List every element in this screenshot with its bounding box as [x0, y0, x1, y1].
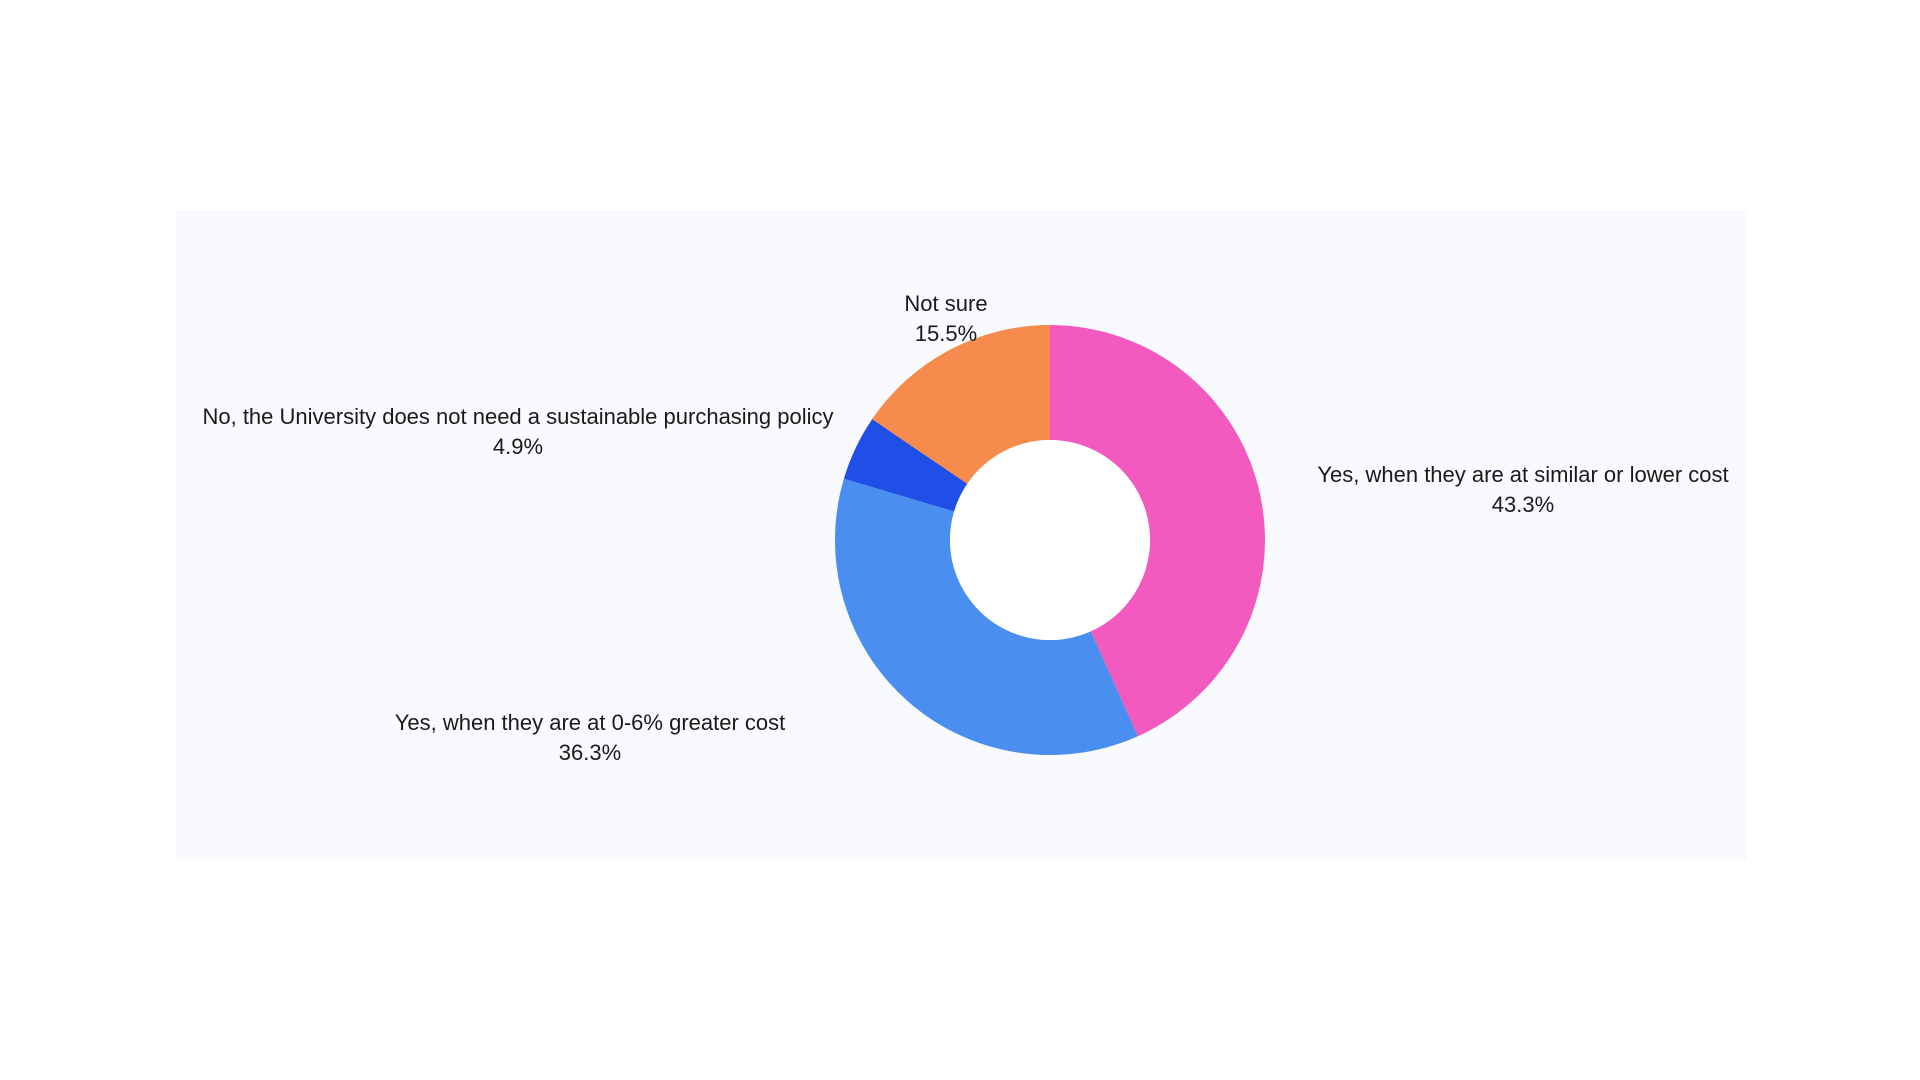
slice-label-0: Yes, when they are at similar or lower c… — [1317, 460, 1728, 519]
donut-hole — [950, 440, 1150, 640]
slice-label-0-pct: 43.3% — [1317, 490, 1728, 520]
slice-label-2-pct: 4.9% — [202, 432, 833, 462]
slice-label-1-text: Yes, when they are at 0-6% greater cost — [395, 708, 786, 738]
slice-label-2: No, the University does not need a susta… — [202, 402, 833, 461]
slice-label-3: Not sure 15.5% — [904, 289, 987, 348]
donut-chart — [0, 0, 1920, 1080]
donut-chart-container — [0, 0, 1920, 1080]
slice-label-3-text: Not sure — [904, 289, 987, 319]
slice-label-1: Yes, when they are at 0-6% greater cost … — [395, 708, 786, 767]
slice-label-2-text: No, the University does not need a susta… — [202, 402, 833, 432]
slice-label-3-pct: 15.5% — [904, 319, 987, 349]
slice-label-1-pct: 36.3% — [395, 738, 786, 768]
slice-label-0-text: Yes, when they are at similar or lower c… — [1317, 460, 1728, 490]
